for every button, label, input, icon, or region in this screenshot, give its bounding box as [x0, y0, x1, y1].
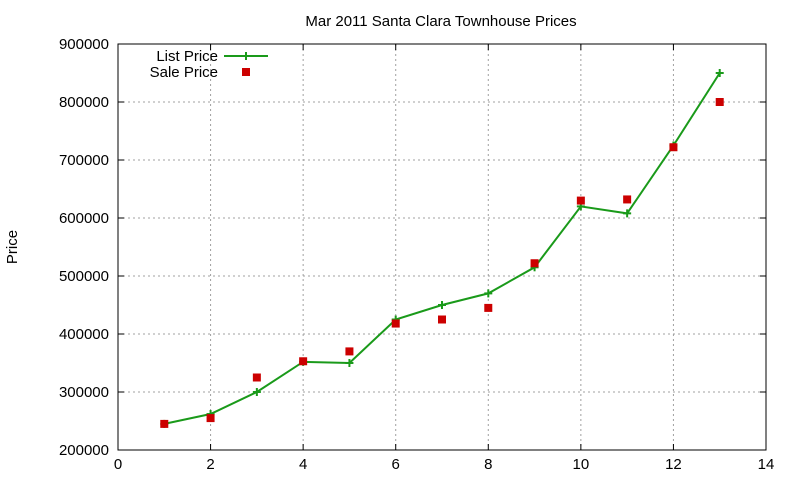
list-price-point: [623, 209, 632, 218]
sale-price-point: [715, 98, 724, 106]
sale-price-point: [391, 319, 400, 328]
sale-price-point: [623, 195, 632, 204]
sale-price-point: [576, 196, 585, 205]
plot-frame: [117, 43, 767, 451]
list-price-point: [438, 301, 446, 309]
list-price-point: [715, 69, 724, 77]
sale-price-point: [345, 347, 354, 356]
legend-label-sale-price: Sale Price: [150, 64, 218, 81]
series-layer: [160, 69, 724, 428]
list-price-point: [345, 359, 354, 367]
sale-price-point: [484, 303, 493, 312]
x-tick-label: 2: [206, 456, 214, 473]
chart-title: Mar 2011 Santa Clara Townhouse Prices: [305, 13, 576, 30]
x-tick-label: 4: [299, 456, 307, 473]
x-tick-label: 8: [484, 456, 492, 473]
x-tick-label: 12: [665, 456, 682, 473]
x-tick-label: 6: [392, 456, 400, 473]
legend-marker-sale-price: [242, 68, 250, 76]
list-price-line: [164, 72, 721, 425]
x-tick-label: 10: [573, 456, 590, 473]
y-axis-label: Price: [4, 230, 21, 264]
sale-price-point: [669, 143, 678, 152]
sale-price-point: [160, 419, 169, 428]
y-tick-label: 400000: [59, 326, 109, 343]
y-tick-label: 600000: [59, 210, 109, 227]
y-tick-label: 900000: [59, 36, 109, 53]
y-tick-label: 500000: [59, 268, 109, 285]
list-price-point: [484, 289, 493, 298]
list-price-point: [252, 388, 261, 396]
legend-label-list-price: List Price: [156, 48, 218, 65]
axis-ticks: 0 2 4 6 8 10 12 14 200000 300000 400000 500000 60000…: [59, 36, 774, 473]
sale-price-point: [530, 259, 539, 268]
y-tick-label: 700000: [59, 152, 109, 169]
x-tick-label: 0: [114, 456, 122, 473]
x-tick-label: 14: [758, 456, 775, 473]
sale-price-point: [252, 373, 261, 382]
sale-price-point: [299, 357, 308, 366]
grid: [118, 44, 766, 450]
y-tick-label: 300000: [59, 384, 109, 401]
y-tick-label: 800000: [59, 94, 109, 111]
y-tick-label: 200000: [59, 442, 109, 459]
sale-price-point: [438, 315, 446, 324]
sale-price-point: [206, 414, 215, 423]
